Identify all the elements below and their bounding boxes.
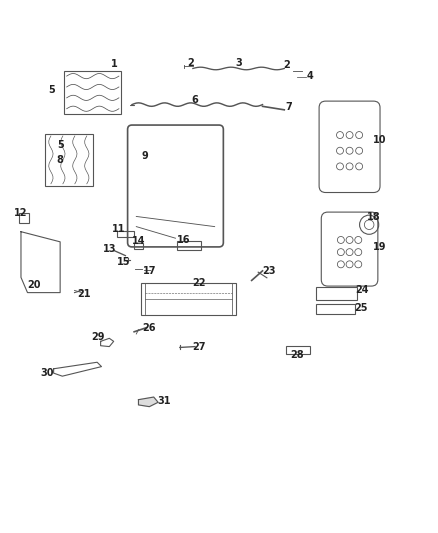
- Text: 11: 11: [112, 224, 126, 234]
- Text: 28: 28: [290, 350, 304, 360]
- Bar: [177, 241, 201, 249]
- Text: 16: 16: [177, 235, 191, 245]
- Text: 17: 17: [143, 266, 156, 276]
- Polygon shape: [138, 397, 158, 407]
- Text: 3: 3: [235, 58, 242, 68]
- Text: 5: 5: [57, 140, 64, 150]
- Text: 8: 8: [57, 155, 64, 165]
- Text: 26: 26: [143, 324, 156, 333]
- Text: 12: 12: [14, 207, 28, 217]
- Text: 22: 22: [193, 278, 206, 288]
- Text: 10: 10: [373, 135, 387, 146]
- Text: 4: 4: [307, 71, 314, 82]
- Text: 15: 15: [117, 257, 130, 267]
- Text: 30: 30: [40, 368, 54, 378]
- Bar: [141, 283, 237, 316]
- Text: 20: 20: [27, 280, 41, 290]
- Text: 7: 7: [285, 102, 292, 112]
- Text: 29: 29: [91, 332, 105, 342]
- Text: 25: 25: [354, 303, 367, 313]
- Bar: [134, 244, 143, 249]
- Text: 19: 19: [373, 242, 387, 252]
- Bar: [316, 287, 357, 301]
- Bar: [45, 134, 93, 186]
- Text: 31: 31: [158, 397, 171, 407]
- Bar: [316, 304, 355, 313]
- Text: 14: 14: [132, 236, 145, 246]
- Text: 2: 2: [283, 60, 290, 70]
- Bar: [64, 71, 121, 114]
- Text: 9: 9: [141, 150, 148, 160]
- Text: 18: 18: [367, 212, 380, 222]
- Text: 24: 24: [355, 286, 368, 295]
- Text: 6: 6: [192, 95, 198, 105]
- Text: 23: 23: [262, 266, 276, 276]
- Text: 27: 27: [193, 342, 206, 352]
- Bar: [286, 346, 310, 354]
- Bar: [18, 213, 29, 223]
- Text: 1: 1: [111, 59, 118, 69]
- Text: 5: 5: [48, 85, 55, 95]
- Text: 13: 13: [102, 244, 116, 254]
- Text: 21: 21: [78, 289, 91, 299]
- Bar: [117, 231, 134, 237]
- Text: 2: 2: [187, 58, 194, 68]
